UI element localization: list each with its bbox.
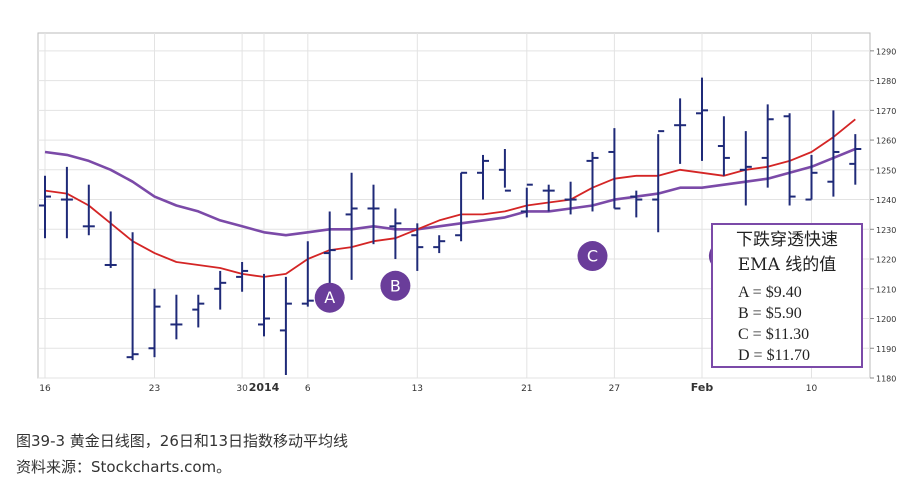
x-tick-label-27: 27 [609, 384, 620, 394]
y-tick-label-1210: 1210 [876, 285, 896, 294]
x-tick-label-Feb: Feb [691, 381, 714, 394]
y-tick-label-1270: 1270 [876, 107, 896, 116]
marker-c-circle [577, 241, 608, 272]
y-axis: 1180 1190 1200 1210 1220 1230 1240 1250 1260 1270… [870, 47, 896, 384]
marker-b-circle [380, 270, 411, 301]
x-tick-label-30: 30 [236, 384, 248, 394]
x-tick-label-6: 6 [305, 384, 311, 394]
marker-a-label: A [324, 288, 335, 307]
annotation-item-d: D = $11.70 [738, 347, 810, 364]
annotation-frame [711, 223, 863, 368]
y-tick-label-1180: 1180 [876, 375, 896, 384]
marker-b-label: B [390, 276, 401, 295]
x-tick-label-21: 21 [521, 384, 532, 394]
marker-a-circle [314, 282, 345, 313]
y-tick-label-1190: 1190 [876, 345, 896, 354]
x-tick-label-13: 13 [412, 384, 423, 394]
figure-source: 资料来源：Stockcharts.com。 [16, 458, 232, 476]
annotation-title-1: 下跌穿透快速 [736, 230, 838, 250]
x-tick-label-23: 23 [149, 384, 160, 394]
annotation-item-a: A = $9.40 [738, 284, 802, 301]
y-tick-label-1200: 1200 [876, 315, 896, 324]
annotation-title-2: EMA 线的值 [738, 255, 837, 275]
y-tick-label-1260: 1260 [876, 137, 896, 146]
y-tick-label-1250: 1250 [876, 166, 896, 175]
y-tick-label-1290: 1290 [876, 47, 896, 56]
x-tick-label-2014: 2014 [249, 381, 280, 394]
x-tick-label-10: 10 [806, 384, 818, 394]
ema-13-line [44, 118, 856, 278]
y-tick-label-1280: 1280 [876, 77, 896, 86]
annotation-item-c: C = $11.30 [738, 326, 809, 343]
annotation-box: 下跌穿透快速 EMA 线的值 A = $9.40 B = $5.90 C = $… [711, 223, 863, 368]
y-tick-label-1230: 1230 [876, 226, 896, 235]
ema-26-line [44, 147, 856, 237]
price-bars [39, 77, 862, 376]
marker-c-label: C [587, 247, 598, 266]
y-tick-label-1240: 1240 [876, 196, 896, 205]
x-tick-label-16: 16 [39, 384, 51, 394]
ema-lines [44, 118, 856, 278]
figure-caption: 图39-3 黄金日线图，26日和13日指数移动平均线 [16, 432, 348, 450]
y-tick-label-1220: 1220 [876, 256, 896, 265]
x-axis: 16 23 30 2014 6 13 21 27 Feb 10 [39, 381, 817, 394]
gold-daily-chart: 1180 1190 1200 1210 1220 1230 1240 1250 1260 1270… [37, 32, 896, 394]
annotation-item-b: B = $5.90 [738, 305, 802, 322]
